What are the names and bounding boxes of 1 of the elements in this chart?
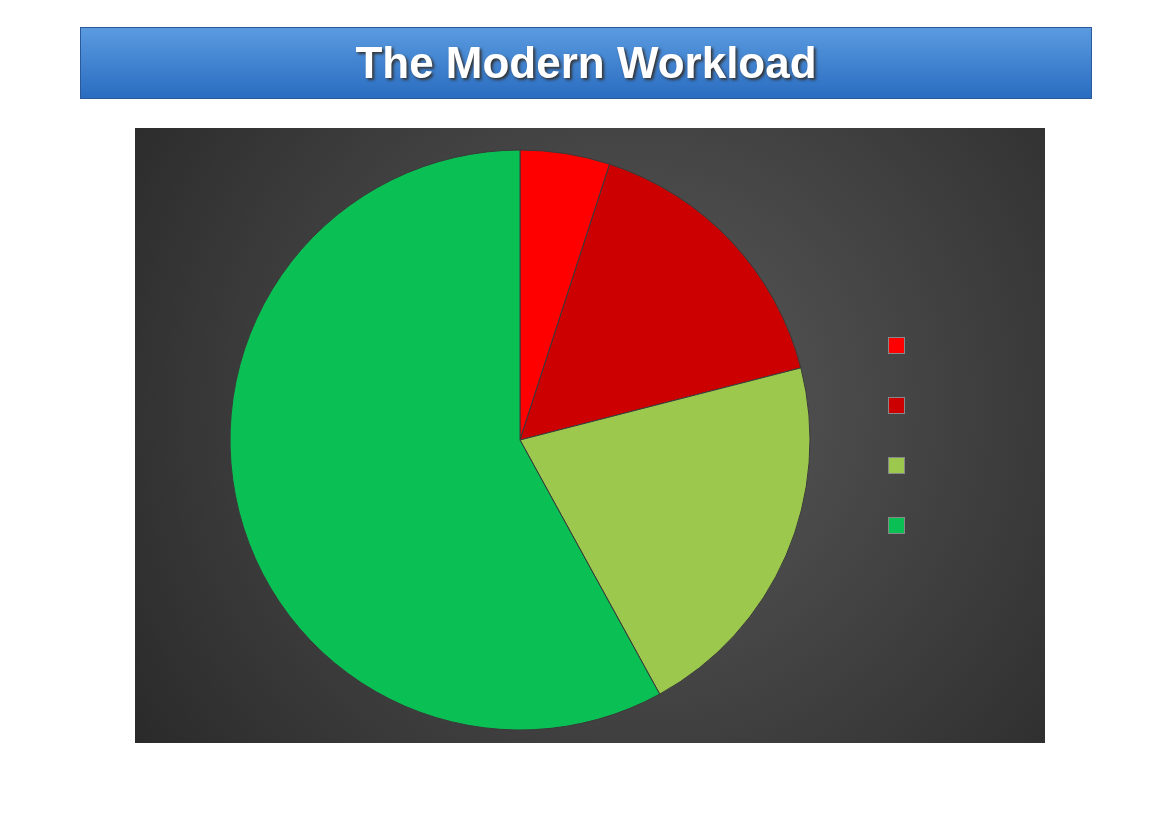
chart-title: The Modern Workload — [355, 38, 817, 88]
